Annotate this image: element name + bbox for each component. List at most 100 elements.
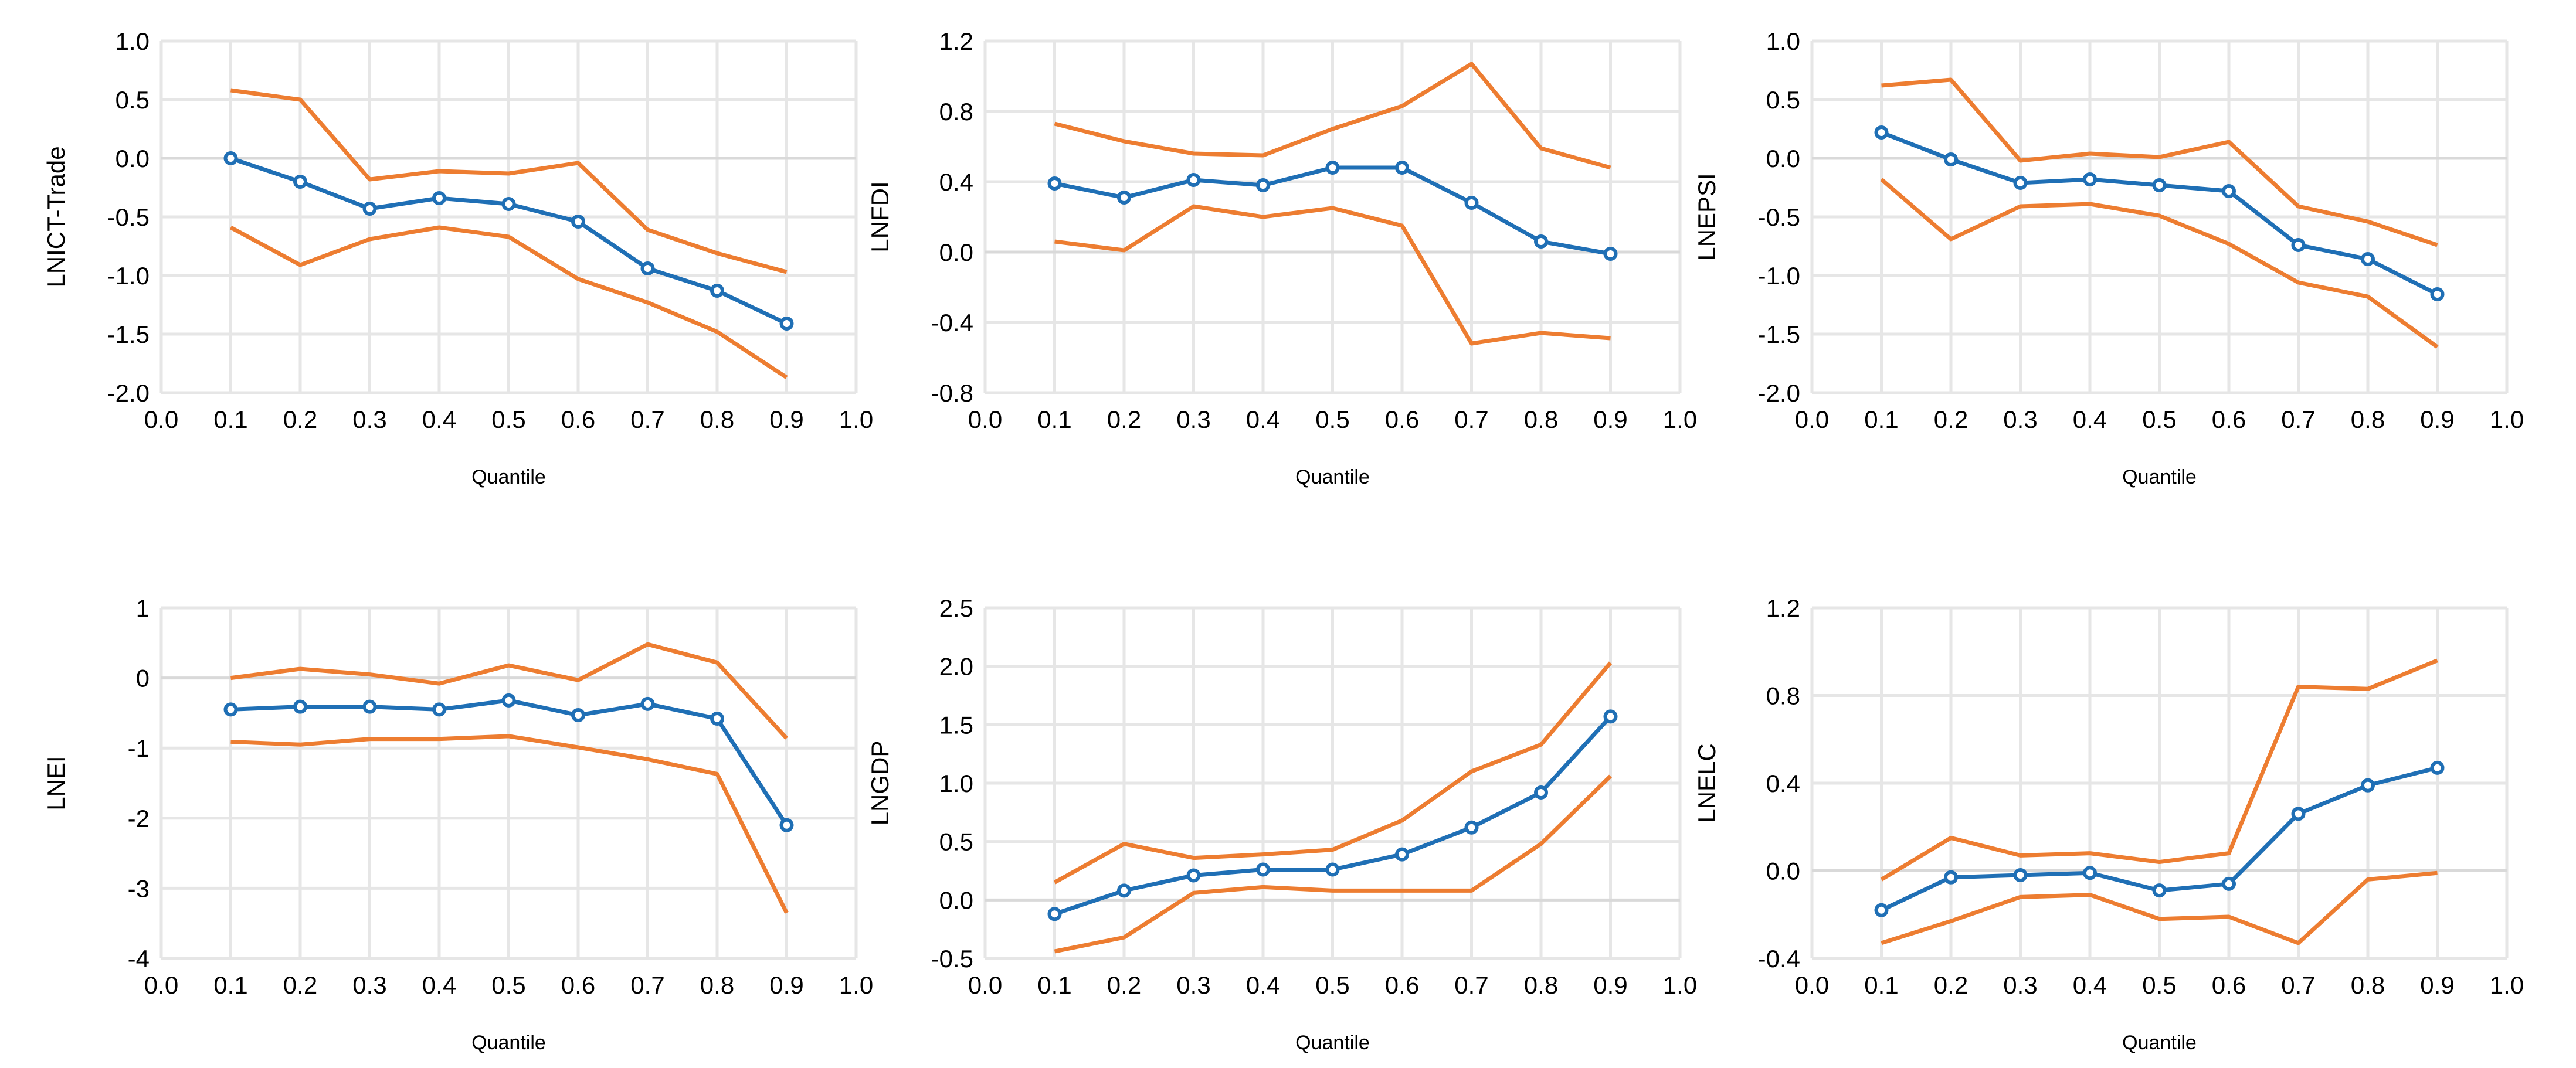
y-tick-label: 1.2 [939, 28, 973, 55]
x-tick-label: 0.6 [2212, 971, 2246, 999]
chart-panel-lnei: 1 0 -1 -2 -3 -40.0 0.1 0.2 0.3 0.4 0.5 0.6 0.7 0.8 0.9… [42, 594, 873, 1054]
upper-bound-line [230, 88, 788, 274]
chart-panel-lngdp: 2.52.01.51.00.50.0-0.50.0 0.1 0.2 0.3 0.4 0.5… [866, 594, 1697, 1054]
estimate-point [640, 261, 655, 275]
x-tick-label: 0.7 [630, 971, 664, 999]
lower-bound-line [1054, 774, 1612, 954]
x-tick-label: 0.0 [1795, 406, 1829, 433]
estimate-point [1117, 883, 1131, 898]
estimate-point [571, 708, 585, 722]
x-tick-label: 0.4 [2073, 971, 2107, 999]
estimate-point [432, 702, 446, 717]
estimate-point [1944, 870, 1958, 885]
estimate-point [2222, 184, 2236, 198]
lower-bound-line [1880, 178, 2439, 349]
x-axis-title: Quantile [471, 1032, 546, 1054]
x-tick-label: 0.8 [1524, 971, 1558, 999]
x-tick-label: 0.6 [1385, 971, 1419, 999]
x-tick-label: 0.4 [422, 406, 456, 433]
y-tick-label: -0.8 [931, 379, 973, 407]
y-tick-label: 0.0 [939, 886, 973, 914]
x-tick-label: 0.4 [1246, 971, 1280, 999]
x-tick-label: 0.3 [1176, 971, 1210, 999]
y-tick-label: 0.8 [1766, 682, 1800, 710]
x-tick-label: 0.0 [968, 971, 1002, 999]
estimate-point [710, 711, 724, 726]
x-tick-label: 0.1 [1864, 971, 1898, 999]
estimate-point [1874, 903, 1889, 917]
x-tick-label: 0.8 [700, 971, 734, 999]
estimate-point [362, 202, 377, 216]
estimate-point [1944, 152, 1958, 166]
chart-panel-lnelc: 1.20.80.40.0-0.40.0 0.1 0.2 0.3 0.4 0.5 0.6 0.7… [1693, 594, 2524, 1054]
x-tick-label: 0.9 [2420, 406, 2454, 433]
estimate-point [2013, 176, 2028, 190]
y-tick-label: 0.0 [1766, 858, 1800, 885]
x-tick-label: 0.4 [1246, 406, 1280, 433]
upper-bound-line [1054, 62, 1611, 170]
x-tick-label: 0.8 [700, 406, 734, 433]
y-tick-label: -1.5 [107, 321, 150, 348]
y-tick-label: -0.5 [1758, 203, 1800, 231]
x-tick-label: 1.0 [839, 971, 873, 999]
x-tick-label: 0.1 [213, 971, 247, 999]
estimate-point [2152, 178, 2167, 192]
upper-bound-line [230, 642, 789, 740]
x-tick-label: 0.5 [2142, 971, 2176, 999]
estimate-point [779, 818, 794, 832]
x-tick-label: 0.2 [1934, 971, 1968, 999]
estimate-point [362, 699, 377, 714]
x-tick-label: 0.6 [1385, 406, 1419, 433]
y-tick-label: -1.0 [107, 262, 150, 290]
estimate-point [1325, 161, 1340, 175]
y-axis-title: LNGDP [866, 741, 894, 826]
estimate-point [1047, 907, 1062, 921]
x-tick-label: 0.0 [968, 406, 1002, 433]
y-tick-label: -0.4 [931, 309, 973, 336]
estimate-point [2152, 883, 2167, 898]
x-tick-label: 0.3 [352, 406, 386, 433]
estimate-point [2291, 238, 2306, 252]
y-axis-title: LNELC [1693, 743, 1720, 822]
y-tick-label: -3 [128, 875, 150, 902]
estimate-point [1395, 161, 1409, 175]
y-tick-label: 0.0 [116, 145, 150, 172]
estimate-point [1186, 173, 1201, 187]
x-axis-title: Quantile [2122, 466, 2197, 488]
y-axis-title: LNICT-Trade [42, 146, 70, 287]
y-axis-title: LNFDI [866, 181, 894, 252]
x-tick-label: 0.7 [1454, 406, 1488, 433]
y-tick-label: 0 [136, 665, 150, 692]
estimate-point [2430, 760, 2445, 775]
estimate-point [223, 702, 238, 717]
x-tick-label: 0.5 [491, 406, 525, 433]
y-tick-label: -1.0 [1758, 262, 1800, 290]
upper-bound-line [1880, 658, 2438, 882]
y-tick-label: 0.0 [939, 239, 973, 266]
y-tick-label: 1.0 [116, 28, 150, 55]
y-tick-label: 1.0 [1766, 28, 1800, 55]
x-tick-label: 0.7 [2281, 406, 2315, 433]
x-tick-label: 0.7 [630, 406, 664, 433]
estimate-point [1256, 178, 1270, 192]
x-tick-label: 0.1 [1037, 406, 1071, 433]
estimate-point [293, 699, 307, 714]
estimate-point [1874, 125, 1889, 140]
estimate-point [223, 151, 238, 165]
estimate-point [1534, 234, 1548, 249]
estimate-point [501, 197, 516, 211]
y-tick-label: -2.0 [1758, 379, 1800, 407]
x-tick-label: 0.9 [1593, 971, 1627, 999]
y-tick-label: 0.4 [939, 168, 973, 196]
y-tick-label: -0.4 [1758, 945, 1800, 972]
x-tick-label: 0.3 [2003, 971, 2037, 999]
x-tick-label: 0.9 [2420, 971, 2454, 999]
x-tick-label: 0.8 [2351, 971, 2385, 999]
x-tick-label: 0.0 [144, 406, 178, 433]
estimate-point [432, 191, 446, 205]
x-tick-label: 0.6 [561, 406, 595, 433]
upper-bound-line [1881, 77, 2438, 247]
y-tick-label: 0.4 [1766, 770, 1800, 797]
y-tick-label: 0.5 [116, 86, 150, 114]
x-axis-title: Quantile [2122, 1032, 2197, 1054]
